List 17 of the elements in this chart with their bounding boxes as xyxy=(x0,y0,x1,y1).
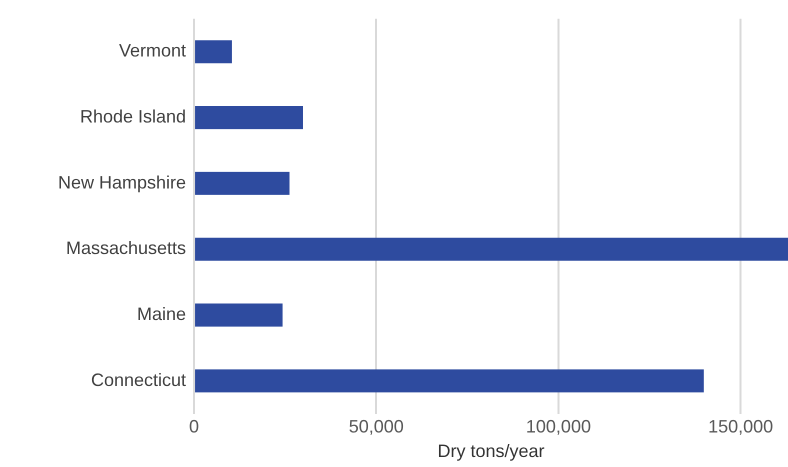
bar xyxy=(195,304,283,327)
y-tick-label: Rhode Island xyxy=(80,106,186,127)
bar xyxy=(195,40,232,64)
y-tick-label: New Hampshire xyxy=(58,172,186,192)
bar xyxy=(195,106,303,130)
y-tick-label: Maine xyxy=(137,304,186,324)
x-tick-label: 50,000 xyxy=(348,416,404,437)
x-tick-label: 100,000 xyxy=(526,416,591,437)
bar xyxy=(195,238,788,261)
y-tick-label: Vermont xyxy=(118,40,186,61)
bar xyxy=(195,172,290,195)
x-tick-label: 150,000 xyxy=(708,416,774,437)
y-tick-label: Massachusetts xyxy=(66,238,186,258)
bar xyxy=(195,369,704,392)
y-tick-label: Connecticut xyxy=(90,370,186,390)
x-axis-title: Dry tons/year xyxy=(437,441,545,462)
x-tick-label: 0 xyxy=(189,416,200,437)
